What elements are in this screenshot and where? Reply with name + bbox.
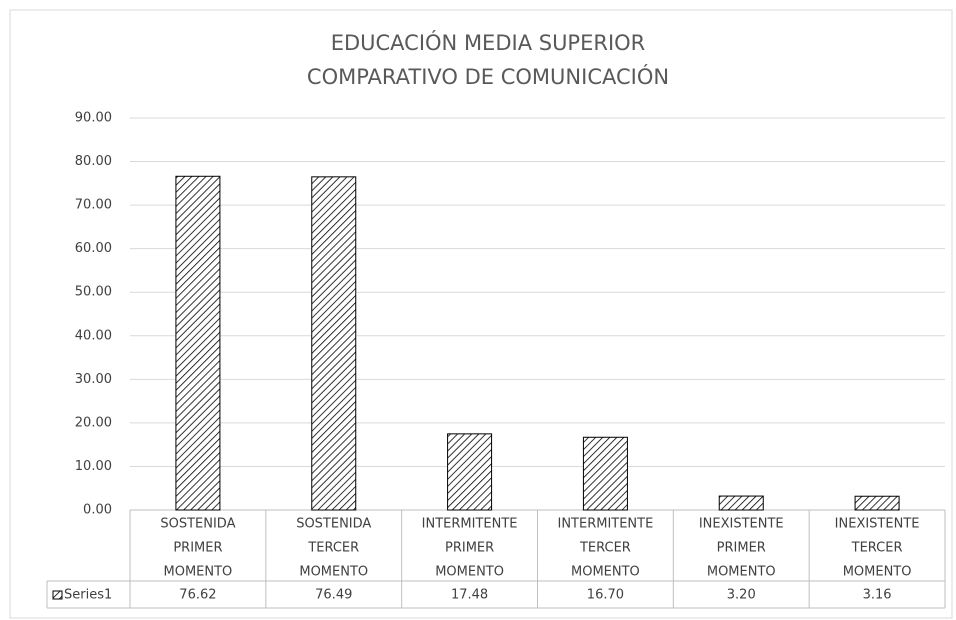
bar: [447, 433, 493, 511]
y-tick-label: 30.00: [75, 372, 112, 387]
bar: [854, 495, 900, 511]
table-value: 76.49: [315, 588, 352, 603]
y-tick-label: 0.00: [83, 503, 112, 518]
y-tick-label: 60.00: [75, 241, 112, 256]
x-tick-label: MOMENTO: [435, 565, 504, 580]
table-value: 16.70: [587, 588, 624, 603]
bar: [582, 436, 628, 511]
x-tick-label: MOMENTO: [571, 565, 640, 580]
chart-title: EDUCACIÓN MEDIA SUPERIOR: [331, 30, 646, 55]
bar: [718, 495, 764, 511]
y-tick-label: 70.00: [75, 198, 112, 213]
x-tick-label: INEXISTENTE: [699, 517, 784, 532]
x-tick-label: MOMENTO: [164, 565, 233, 580]
table-value: 76.62: [179, 588, 216, 603]
y-tick-label: 90.00: [75, 111, 112, 126]
x-tick-label: TERCER: [579, 541, 631, 556]
bar: [175, 175, 221, 511]
legend-label: Series1: [64, 588, 112, 603]
y-tick-label: 20.00: [75, 415, 112, 430]
x-tick-label: INTERMITENTE: [422, 517, 518, 532]
x-tick-label: MOMENTO: [707, 565, 776, 580]
x-tick-label: SOSTENIDA: [296, 517, 371, 532]
x-tick-label: INTERMITENTE: [557, 517, 653, 532]
y-tick-label: 50.00: [75, 285, 112, 300]
table-value: 3.20: [727, 588, 756, 603]
chart-frame: [9, 9, 953, 619]
legend-key: [52, 590, 63, 600]
x-tick-label: MOMENTO: [843, 565, 912, 580]
chart-title: COMPARATIVO DE COMUNICACIÓN: [307, 64, 669, 89]
x-tick-label: INEXISTENTE: [835, 517, 920, 532]
bar: [311, 176, 357, 511]
x-tick-label: PRIMER: [445, 541, 494, 556]
table-value: 17.48: [451, 588, 488, 603]
table-value: 3.16: [863, 588, 892, 603]
x-tick-label: PRIMER: [717, 541, 766, 556]
x-tick-label: MOMENTO: [299, 565, 368, 580]
x-tick-label: PRIMER: [173, 541, 222, 556]
y-tick-label: 40.00: [75, 328, 112, 343]
x-tick-label: TERCER: [851, 541, 903, 556]
x-tick-label: TERCER: [307, 541, 359, 556]
x-tick-label: SOSTENIDA: [160, 517, 235, 532]
y-tick-label: 80.00: [75, 154, 112, 169]
y-tick-label: 10.00: [75, 459, 112, 474]
